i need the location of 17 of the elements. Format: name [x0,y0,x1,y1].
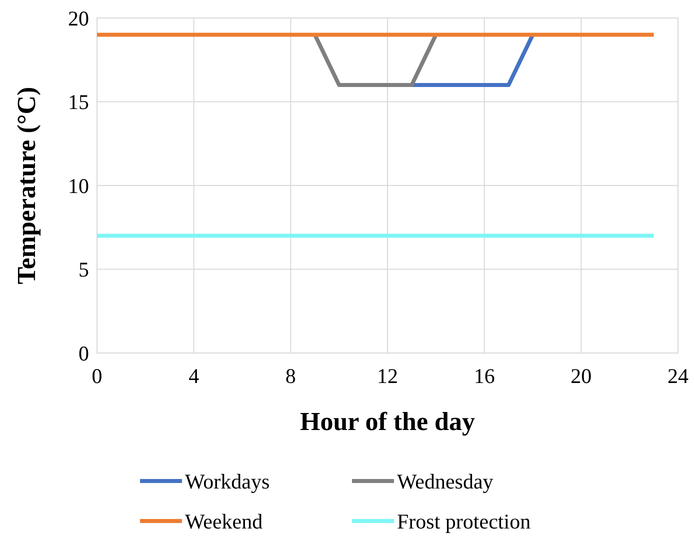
x-tick-label: 12 [377,364,398,388]
legend-label: Frost protection [397,509,532,534]
legend-label: Wednesday [397,469,494,494]
x-tick-label: 24 [668,364,689,388]
x-tick-label: 20 [570,364,592,388]
x-axis-title: Hour of the day [300,407,476,436]
y-tick-label: 0 [78,341,89,366]
y-tick-label: 5 [78,258,89,282]
legend-label: Workdays [185,469,270,494]
x-tick-label: 8 [285,364,296,388]
y-tick-label: 20 [68,6,89,30]
x-tick-label: 16 [474,364,495,388]
x-tick-label: 4 [188,364,200,388]
y-tick-label: 10 [68,174,89,198]
y-tick-label: 15 [68,90,89,114]
legend-label: Weekend [185,509,264,534]
y-axis-title: Temperature (°C) [12,86,41,284]
